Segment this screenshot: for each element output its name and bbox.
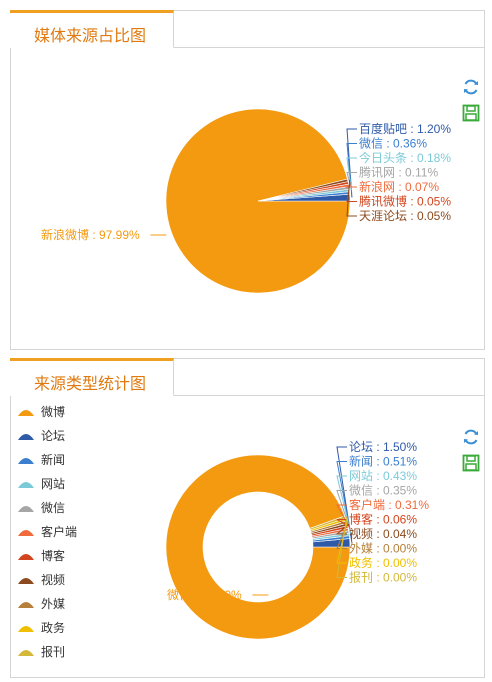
panel-title: 来源类型统计图 [34, 376, 147, 393]
slice-label: 视频 : 0.04% [349, 526, 417, 541]
source-type-panel: 来源类型统计图 微博论坛新闻网站微信客户端博客视频外媒政务报刊 论坛 : 1.5… [10, 358, 485, 678]
save-icon[interactable] [461, 453, 481, 473]
slice-label: 网站 : 0.43% [349, 469, 417, 483]
slice-label: 微信 : 0.36% [359, 137, 427, 151]
legend-item[interactable]: 外媒 [17, 591, 77, 615]
slice-label: 天涯论坛 : 0.05% [359, 209, 451, 223]
legend-label: 微博 [41, 404, 66, 419]
legend-label: 微信 [41, 500, 66, 515]
label-line [336, 461, 352, 537]
legend-label: 新闻 [41, 452, 66, 467]
legend-label: 外媒 [41, 596, 66, 611]
divider [174, 47, 484, 48]
label-line [336, 475, 352, 535]
legend-label: 博客 [41, 548, 66, 563]
legend-item[interactable]: 客户端 [17, 519, 77, 543]
legend-label: 客户端 [41, 524, 78, 539]
slice-label: 博客 : 0.06% [349, 512, 417, 527]
panel-tab: 媒体来源占比图 [10, 10, 174, 48]
slice-label: 新闻 : 0.51% [349, 454, 417, 469]
label-line [336, 490, 352, 532]
slice-label: 新浪微博 : 97.99% [41, 227, 140, 242]
source-type-donut-chart: 论坛 : 1.50%新闻 : 0.51%网站 : 0.43%微信 : 0.35%… [165, 440, 429, 640]
slice-label: 腾讯网 : 0.11% [359, 165, 438, 180]
divider [174, 395, 484, 396]
legend-swatch [17, 430, 35, 440]
legend-swatch [17, 622, 35, 632]
legend-swatch [17, 574, 35, 584]
slice-label: 客户端 : 0.31% [349, 497, 429, 512]
slice-label: 论坛 : 1.50% [349, 440, 417, 454]
label-line [346, 157, 357, 191]
pie-slice[interactable] [165, 454, 351, 640]
slice-label: 微博 : 96.80% [167, 587, 242, 602]
legend-item[interactable]: 微博 [17, 399, 77, 423]
label-line [336, 516, 348, 578]
refresh-icon[interactable] [461, 77, 481, 97]
panel-tab: 来源类型统计图 [10, 358, 174, 396]
slice-label: 百度贴吧 : 1.20% [359, 121, 451, 136]
legend-label: 网站 [41, 476, 66, 491]
legend-swatch [17, 454, 35, 464]
legend-label: 政务 [41, 620, 66, 635]
legend-label: 视频 [41, 572, 66, 587]
label-line [346, 179, 357, 217]
slice-label: 微信 : 0.35% [349, 484, 417, 498]
legend-item[interactable]: 博客 [17, 543, 77, 567]
slice-label: 今日头条 : 0.18% [359, 150, 451, 165]
legend-item[interactable]: 报刊 [17, 639, 77, 663]
legend-swatch [17, 478, 35, 488]
pie-slice[interactable] [257, 178, 349, 202]
media-source-pie-chart: 百度贴吧 : 1.20%微信 : 0.36%今日头条 : 0.18%腾讯网 : … [41, 108, 451, 294]
legend-label: 论坛 [41, 428, 66, 443]
slice-label: 报刊 : 0.00% [349, 570, 417, 585]
legend-item[interactable]: 新闻 [17, 447, 77, 471]
legend-swatch [17, 406, 35, 416]
legend-swatch [17, 502, 35, 512]
legend-swatch [17, 550, 35, 560]
pie-slice[interactable] [309, 515, 346, 531]
legend-item[interactable]: 论坛 [17, 423, 77, 447]
legend-swatch [17, 646, 35, 656]
legend-item[interactable]: 微信 [17, 495, 77, 519]
legend-item[interactable]: 政务 [17, 615, 77, 639]
refresh-icon[interactable] [461, 427, 481, 447]
slice-label: 腾讯微博 : 0.05% [359, 194, 451, 209]
legend-item[interactable]: 视频 [17, 567, 77, 591]
media-source-panel: 媒体来源占比图 百度贴吧 : 1.20% 微信 : 0.36% 今日头条 : 0.1… [10, 10, 485, 350]
chart-legend: 微博论坛新闻网站微信客户端博客视频外媒政务报刊 [17, 399, 77, 663]
label-line [346, 143, 357, 193]
save-icon[interactable] [461, 103, 481, 123]
legend-swatch [17, 526, 35, 536]
panel-title: 媒体来源占比图 [34, 28, 147, 45]
legend-label: 报刊 [41, 644, 66, 659]
slice-label: 政务 : 0.00% [349, 555, 417, 570]
slice-label: 新浪网 : 0.07% [359, 179, 439, 194]
legend-item[interactable]: 网站 [17, 471, 77, 495]
slice-label: 外媒 : 0.00% [349, 542, 417, 556]
legend-swatch [17, 598, 35, 608]
